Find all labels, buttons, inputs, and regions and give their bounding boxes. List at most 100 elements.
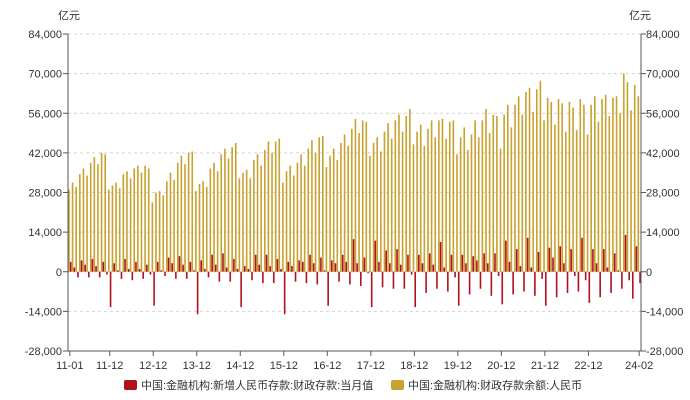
monthly-change-bar-18-05 (389, 263, 391, 272)
monthly-change-bar-11-08 (95, 266, 97, 272)
x-tick-label: 14-12 (226, 360, 254, 372)
monthly-change-bar-17-03 (338, 271, 340, 282)
balance-bar-18-02 (376, 137, 378, 272)
monthly-change-bar-21-04 (515, 249, 518, 272)
balance-bar-18-10 (405, 116, 408, 272)
monthly-change-bar-23-02 (595, 263, 598, 272)
monthly-change-bar-12-10 (146, 264, 148, 272)
monthly-change-bar-23-04 (602, 249, 605, 272)
balance-bar-14-11 (234, 142, 237, 272)
monthly-change-bar-20-05 (476, 260, 478, 272)
monthly-change-bar-21-06 (523, 271, 525, 292)
monthly-change-bar-19-12 (457, 271, 460, 306)
monthly-change-bar-23-06 (610, 271, 612, 293)
monthly-change-bar-19-06 (436, 271, 438, 289)
balance-bar-16-05 (300, 154, 302, 272)
monthly-change-bar-11-04 (80, 260, 83, 272)
monthly-change-bar-19-11 (454, 271, 456, 278)
balance-bar-23-06 (608, 116, 611, 272)
monthly-change-bar-14-12 (240, 271, 242, 308)
y-left-tick-label: 28,000 (28, 188, 62, 200)
balance-bar-18-12 (412, 144, 415, 272)
monthly-change-bar-15-10 (276, 259, 279, 272)
monthly-change-bar-14-01 (200, 260, 203, 272)
y-right-tick-label: 84,000 (646, 29, 680, 41)
monthly-change-bar-22-01 (548, 247, 551, 272)
balance-bar-20-12 (499, 148, 502, 272)
balance-bar-15-05 (256, 154, 259, 272)
monthly-change-bar-24-02 (639, 271, 641, 284)
balance-bar-17-12 (369, 155, 371, 272)
monthly-change-bar-17-06 (349, 271, 351, 285)
monthly-change-bar-14-06 (218, 271, 221, 282)
monthly-change-bar-14-08 (225, 267, 228, 272)
balance-bar-11-07 (89, 162, 92, 272)
balance-bar-17-08 (354, 118, 357, 272)
y-left-tick-label: 0 (56, 267, 62, 279)
monthly-change-bar-22-05 (563, 263, 565, 272)
balance-bar-14-09 (227, 158, 230, 272)
balance-bar-18-09 (401, 131, 404, 272)
x-tick-label: 16-12 (313, 360, 341, 372)
monthly-change-bar-16-02 (291, 266, 293, 272)
monthly-change-bar-22-07 (570, 249, 572, 272)
monthly-change-bar-23-01 (592, 249, 594, 272)
legend-label-monthly-change: 中国:金融机构:新增人民币存款:财政存款:当月值 (141, 378, 373, 392)
balance-bar-14-02 (202, 181, 204, 272)
monthly-change-bar-18-07 (396, 249, 398, 272)
monthly-change-bar-15-05 (258, 264, 261, 272)
balance-bar-22-03 (554, 124, 556, 272)
monthly-change-bar-22-02 (552, 257, 554, 272)
monthly-change-bar-22-08 (573, 271, 576, 276)
monthly-change-bar-20-03 (468, 271, 471, 295)
legend-swatch-balance (391, 380, 404, 390)
balance-bar-13-11 (191, 151, 194, 272)
balance-bar-15-10 (274, 141, 277, 272)
balance-bar-14-01 (198, 184, 201, 272)
balance-bar-19-02 (419, 124, 422, 272)
balance-bar-21-04 (514, 104, 516, 272)
balance-bar-12-04 (122, 174, 125, 272)
balance-bar-19-11 (452, 120, 455, 272)
balance-bar-15-09 (271, 152, 273, 272)
balance-bar-15-03 (249, 178, 252, 272)
balance-bar-23-08 (615, 96, 618, 272)
monthly-change-bar-19-07 (439, 242, 442, 272)
monthly-change-bar-20-06 (479, 271, 482, 289)
monthly-change-bar-20-04 (472, 256, 475, 272)
balance-bar-17-02 (332, 148, 335, 272)
monthly-change-bar-18-02 (378, 261, 380, 272)
balance-bar-23-07 (612, 97, 614, 272)
balance-bar-13-10 (187, 152, 190, 272)
balance-bar-18-11 (409, 109, 411, 272)
x-tick-label: 15-12 (270, 360, 298, 372)
monthly-change-bar-15-03 (251, 271, 253, 281)
monthly-change-bar-23-12 (632, 271, 634, 299)
y-right-tick-label: 0 (646, 267, 652, 279)
monthly-change-bar-11-06 (88, 271, 90, 278)
balance-bar-18-04 (383, 131, 386, 272)
balance-bar-21-03 (510, 127, 513, 272)
y-right-tick-label: -28,000 (646, 346, 683, 358)
balance-bar-13-04 (166, 181, 168, 272)
monthly-change-bar-22-06 (566, 271, 569, 293)
monthly-change-bar-17-07 (352, 239, 355, 272)
balance-bar-21-09 (532, 111, 534, 272)
balance-bar-21-06 (521, 114, 524, 272)
monthly-change-bar-16-01 (287, 261, 290, 272)
balance-bar-22-07 (568, 101, 571, 272)
balance-bar-12-03 (118, 188, 121, 272)
balance-bar-22-01 (546, 97, 549, 272)
monthly-change-bar-12-05 (127, 268, 130, 272)
balance-bar-21-08 (528, 87, 531, 272)
monthly-change-bar-21-09 (534, 271, 536, 296)
balance-bar-15-11 (278, 138, 281, 272)
monthly-change-bar-12-09 (142, 271, 145, 279)
x-tick-label: 19-12 (444, 360, 472, 372)
monthly-change-bar-15-08 (269, 266, 271, 272)
monthly-change-bar-11-02 (73, 267, 76, 272)
y-left-tick-label: -14,000 (25, 306, 62, 318)
balance-bar-12-09 (140, 172, 143, 272)
balance-bar-20-03 (467, 150, 469, 272)
balance-bar-17-10 (361, 120, 364, 272)
